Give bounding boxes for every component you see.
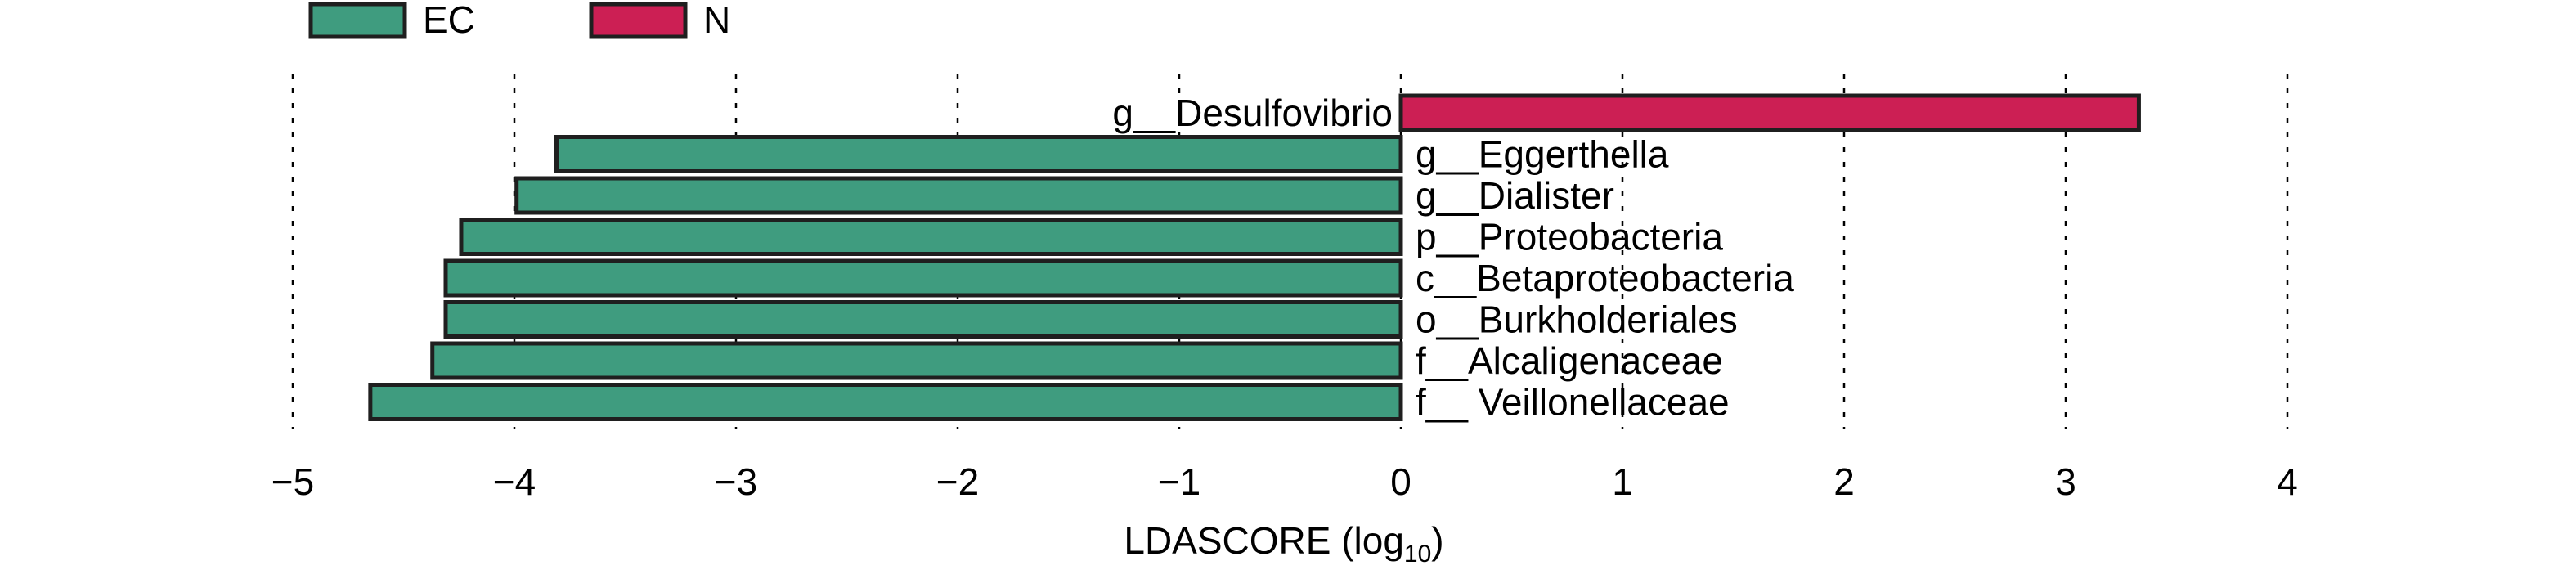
legend-label-n: N <box>703 0 730 41</box>
category-label: f__Alcaligenaceae <box>1416 339 1723 382</box>
x-tick-label: −4 <box>493 460 536 503</box>
legend: EC N <box>308 0 730 41</box>
x-tick-label: −3 <box>715 460 757 503</box>
category-label: c__Betaproteobacteria <box>1416 257 1794 299</box>
category-label: g__Dialister <box>1416 174 1614 217</box>
x-tick-label: 1 <box>1612 460 1633 503</box>
bar-cbetaproteobacteria <box>443 258 1403 298</box>
category-label: g__Desulfovibrio <box>1112 92 1393 134</box>
x-tick-label: 2 <box>1833 460 1855 503</box>
x-tick-label: 0 <box>1390 460 1411 503</box>
x-tick-label: −5 <box>272 460 314 503</box>
legend-swatch-n <box>589 2 688 39</box>
legend-label-ec: EC <box>423 0 475 41</box>
x-tick-label: 3 <box>2055 460 2076 503</box>
x-axis-title-main: LDASCORE (log <box>1124 519 1404 562</box>
x-tick-label: 4 <box>2277 460 2298 503</box>
x-axis-title: LDASCORE (log10) <box>1124 519 1443 568</box>
category-label: g__Eggerthella <box>1416 133 1669 176</box>
category-label: p__Proteobacteria <box>1416 216 1723 258</box>
x-axis-title-subscript: 10 <box>1404 541 1431 568</box>
x-tick-label: −2 <box>936 460 979 503</box>
bar-falcaligenaceae <box>430 341 1403 380</box>
bar-gdesulfovibrio <box>1398 93 2141 132</box>
bar-gdialister <box>514 176 1403 215</box>
category-label: o__Burkholderiales <box>1416 298 1738 341</box>
bar-pproteobacteria <box>459 218 1403 256</box>
x-tick-label: −1 <box>1158 460 1200 503</box>
bar-oburkholderiales <box>443 300 1403 339</box>
category-labels: g__Desulfovibrio g__Eggerthellag__Dialist… <box>1112 92 1794 424</box>
category-label: f__ Veillonellaceae <box>1416 381 1730 424</box>
bar-fveillonellaceae <box>368 383 1403 421</box>
legend-swatch-ec <box>308 2 407 39</box>
bars <box>368 93 2141 421</box>
bar-geggerthella <box>554 135 1403 173</box>
x-tick-labels: −5 −4 −3 −2 −1 0 1 2 3 4 <box>272 460 2298 503</box>
x-axis-title-close: ) <box>1431 519 1443 562</box>
